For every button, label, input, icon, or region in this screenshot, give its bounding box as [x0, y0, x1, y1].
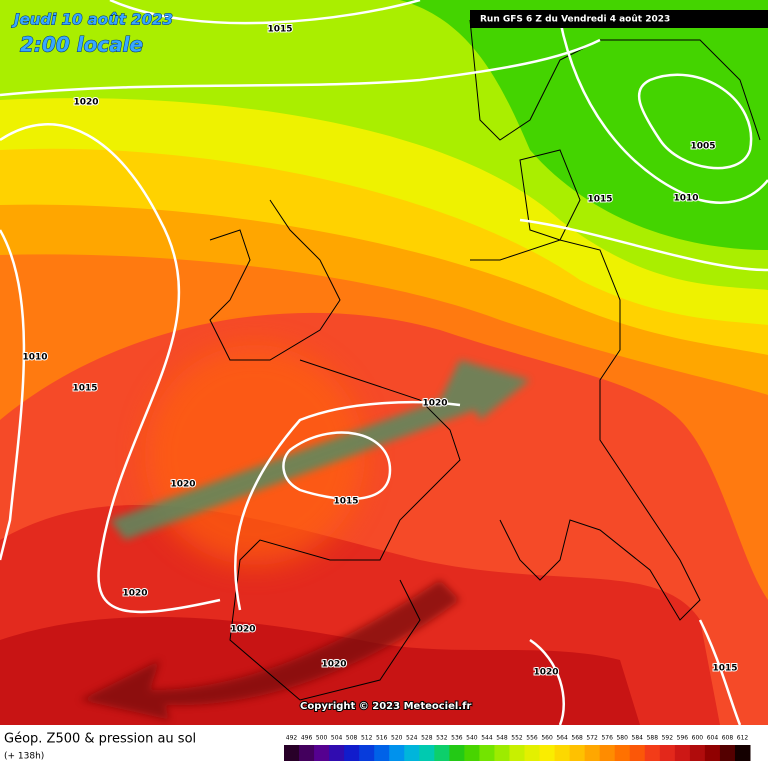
scale-swatch: [344, 745, 360, 761]
scale-label: 516: [376, 735, 388, 742]
scale-label: 572: [586, 735, 598, 742]
scale-swatch: [554, 745, 571, 761]
scale-swatch: [599, 745, 616, 761]
scale-swatch: [299, 745, 315, 761]
scale-swatch: [524, 745, 541, 761]
scale-label: 492: [286, 735, 298, 742]
scale-label: 504: [331, 735, 343, 742]
color-scale: 492 496 500 504 508 512 516 520 524 528 532 536 540 5…: [284, 735, 751, 761]
run-box: [470, 10, 768, 28]
scale-swatch: [569, 745, 586, 761]
scale-swatch: [614, 745, 631, 761]
scale-label: 588: [647, 735, 659, 742]
isobar-label: 1020: [122, 589, 147, 599]
coastlines: [209, 19, 761, 701]
scale-label: 596: [677, 735, 689, 742]
isobar-label: 1020: [73, 98, 98, 108]
footer-title: Géop. Z500 & pression au sol: [4, 732, 196, 747]
isobar-label: 1015: [712, 664, 737, 674]
scale-swatch: [404, 745, 420, 761]
isobar-label: 1015: [72, 384, 97, 394]
isobar-label: 1005: [690, 142, 715, 152]
scale-swatch: [419, 745, 435, 761]
isobar-label: 1015: [333, 497, 358, 507]
isobar-label: 1020: [170, 480, 195, 490]
isobar-label: 1020: [321, 660, 346, 670]
scale-swatch: [449, 745, 465, 761]
scale-label: 508: [346, 735, 358, 742]
scale-label: 612: [737, 735, 749, 742]
scale-swatch: [629, 745, 646, 761]
isobar-label: 1015: [267, 25, 292, 35]
scale-swatch: [464, 745, 480, 761]
arrows: [80, 345, 530, 720]
scale-label: 544: [481, 735, 493, 742]
footer-subtitle: (+ 138h): [4, 752, 44, 762]
scale-label: 520: [391, 735, 403, 742]
scale-swatch: [434, 745, 450, 761]
scale-label: 528: [421, 735, 433, 742]
date: Jeudi 10 août 2023: [11, 11, 173, 29]
scale-label: 580: [616, 735, 628, 742]
scale-swatch: [539, 745, 556, 761]
isobar-label: 1010: [673, 194, 698, 204]
scale-swatch: [719, 745, 736, 761]
isobar-labels: 1015 1020 1010 1015 1005 1015 1010 1020 1020 1015…: [21, 24, 738, 679]
run-info: Run GFS 6 Z du Vendredi 4 août 2023: [480, 15, 670, 25]
scale-label: 560: [541, 735, 553, 742]
scale-label: 524: [406, 735, 418, 742]
scale-label: 608: [722, 735, 734, 742]
scale-label: 568: [571, 735, 583, 742]
scale-swatch: [659, 745, 676, 761]
time: 2:00 locale: [20, 33, 143, 57]
scale-swatch: [644, 745, 661, 761]
scale-swatch: [374, 745, 390, 761]
isobars: [0, 0, 768, 726]
scale-swatch: [704, 745, 721, 761]
scale-label: 592: [662, 735, 674, 742]
scale-label: 496: [301, 735, 313, 742]
scale-label: 556: [526, 735, 538, 742]
scale-label: 576: [601, 735, 613, 742]
isobar-label: 1020: [230, 625, 255, 635]
isobar-label: 1015: [587, 195, 612, 205]
scale-label: 540: [466, 735, 478, 742]
scale-swatch: [584, 745, 601, 761]
isobar-label: 1010: [22, 353, 47, 363]
scale-swatch: [734, 745, 751, 761]
scale-swatch: [674, 745, 691, 761]
scale-swatch: [509, 745, 526, 761]
scale-label: 512: [361, 735, 373, 742]
scale-swatch: [359, 745, 375, 761]
scale-swatch: [284, 745, 300, 761]
scale-swatch: [689, 745, 706, 761]
scale-swatch: [314, 745, 330, 761]
copyright: Copyright © 2023 Meteociel.fr: [300, 701, 471, 712]
isobar-label: 1020: [422, 399, 447, 409]
scale-label: 536: [451, 735, 463, 742]
scale-swatch: [479, 745, 495, 761]
scale-label: 552: [511, 735, 523, 742]
scale-label: 564: [556, 735, 568, 742]
scale-swatch: [389, 745, 405, 761]
scale-label: 532: [436, 735, 448, 742]
scale-label: 600: [692, 735, 704, 742]
scale-label: 500: [316, 735, 328, 742]
scale-label: 548: [496, 735, 508, 742]
scale-label: 584: [632, 735, 644, 742]
scale-swatch: [494, 745, 510, 761]
isobar-label: 1020: [533, 668, 558, 678]
scale-swatch: [329, 745, 345, 761]
scale-label: 604: [707, 735, 719, 742]
